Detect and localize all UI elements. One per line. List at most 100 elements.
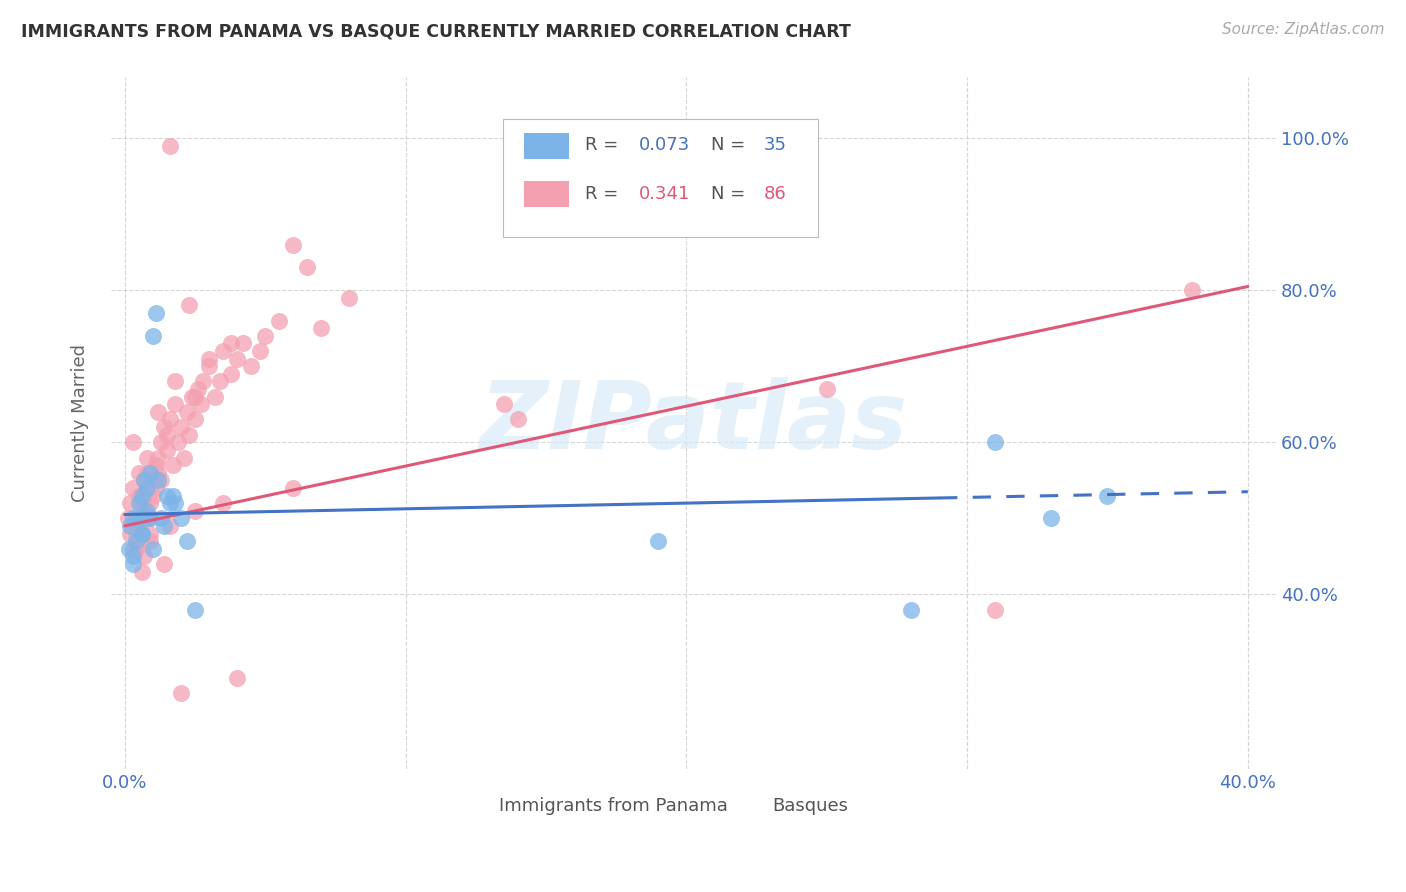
Point — [145, 306, 167, 320]
Point — [134, 504, 156, 518]
Text: Basques: Basques — [772, 797, 849, 814]
Point — [170, 686, 193, 700]
Point — [134, 489, 156, 503]
Point — [139, 511, 162, 525]
Point — [240, 359, 263, 374]
Point — [156, 489, 179, 503]
Point — [159, 412, 181, 426]
Point — [181, 390, 204, 404]
Point — [120, 519, 142, 533]
Point — [139, 534, 162, 549]
Point — [139, 511, 162, 525]
Point — [136, 481, 159, 495]
Text: N =: N = — [711, 185, 745, 202]
Point — [139, 466, 162, 480]
Point — [232, 336, 254, 351]
Point — [148, 405, 170, 419]
Bar — [734, 797, 763, 816]
Point — [1181, 283, 1204, 297]
Text: Source: ZipAtlas.com: Source: ZipAtlas.com — [1222, 22, 1385, 37]
Point — [134, 473, 156, 487]
Point — [150, 473, 173, 487]
Point — [153, 519, 176, 533]
Point — [153, 420, 176, 434]
Point — [145, 458, 167, 472]
Text: R =: R = — [585, 136, 619, 154]
Point — [120, 526, 142, 541]
Point — [148, 466, 170, 480]
Point — [165, 375, 187, 389]
Point — [311, 321, 333, 335]
Point — [131, 526, 153, 541]
Point — [159, 496, 181, 510]
Point — [249, 344, 271, 359]
Point — [221, 367, 243, 381]
Point — [131, 489, 153, 503]
Point — [984, 602, 1007, 616]
Point — [136, 450, 159, 465]
Point — [131, 565, 153, 579]
Point — [128, 519, 150, 533]
Point — [184, 504, 207, 518]
Point — [1097, 489, 1119, 503]
Point — [184, 602, 207, 616]
Point — [131, 496, 153, 510]
Point — [122, 541, 145, 556]
Point — [122, 435, 145, 450]
Point — [226, 671, 249, 685]
Point — [156, 427, 179, 442]
Point — [162, 458, 184, 472]
Point — [136, 481, 159, 495]
Bar — [524, 133, 568, 159]
Point — [136, 511, 159, 525]
Point — [134, 549, 156, 564]
FancyBboxPatch shape — [503, 119, 818, 236]
Point — [142, 541, 165, 556]
Point — [492, 397, 515, 411]
Point — [179, 427, 201, 442]
Point — [339, 291, 361, 305]
Point — [193, 375, 215, 389]
Point — [136, 504, 159, 518]
Point — [283, 237, 305, 252]
Point — [150, 511, 173, 525]
Point — [269, 314, 291, 328]
Point — [156, 442, 179, 457]
Point — [173, 450, 195, 465]
Point — [815, 382, 838, 396]
Point — [142, 473, 165, 487]
Text: IMMIGRANTS FROM PANAMA VS BASQUE CURRENTLY MARRIED CORRELATION CHART: IMMIGRANTS FROM PANAMA VS BASQUE CURRENT… — [21, 22, 851, 40]
Bar — [460, 797, 489, 816]
Point — [204, 390, 226, 404]
Text: 35: 35 — [763, 136, 786, 154]
Text: Immigrants from Panama: Immigrants from Panama — [499, 797, 728, 814]
Point — [139, 496, 162, 510]
Text: 0.341: 0.341 — [638, 185, 690, 202]
Point — [117, 511, 139, 525]
Point — [122, 557, 145, 571]
Point — [167, 435, 190, 450]
Point — [198, 359, 221, 374]
Point — [148, 473, 170, 487]
Point — [142, 329, 165, 343]
Point — [647, 534, 669, 549]
Point — [900, 602, 922, 616]
Point — [226, 351, 249, 366]
Point — [134, 473, 156, 487]
Point — [136, 466, 159, 480]
Point — [145, 481, 167, 495]
Point — [125, 534, 148, 549]
Point — [125, 511, 148, 525]
Point — [153, 557, 176, 571]
Point — [128, 511, 150, 525]
Point — [162, 489, 184, 503]
Point — [179, 298, 201, 312]
Point — [297, 260, 319, 275]
Point — [187, 382, 209, 396]
Bar — [524, 181, 568, 208]
Point — [148, 450, 170, 465]
Point — [198, 351, 221, 366]
Point — [176, 534, 198, 549]
Point — [170, 511, 193, 525]
Point — [209, 375, 232, 389]
